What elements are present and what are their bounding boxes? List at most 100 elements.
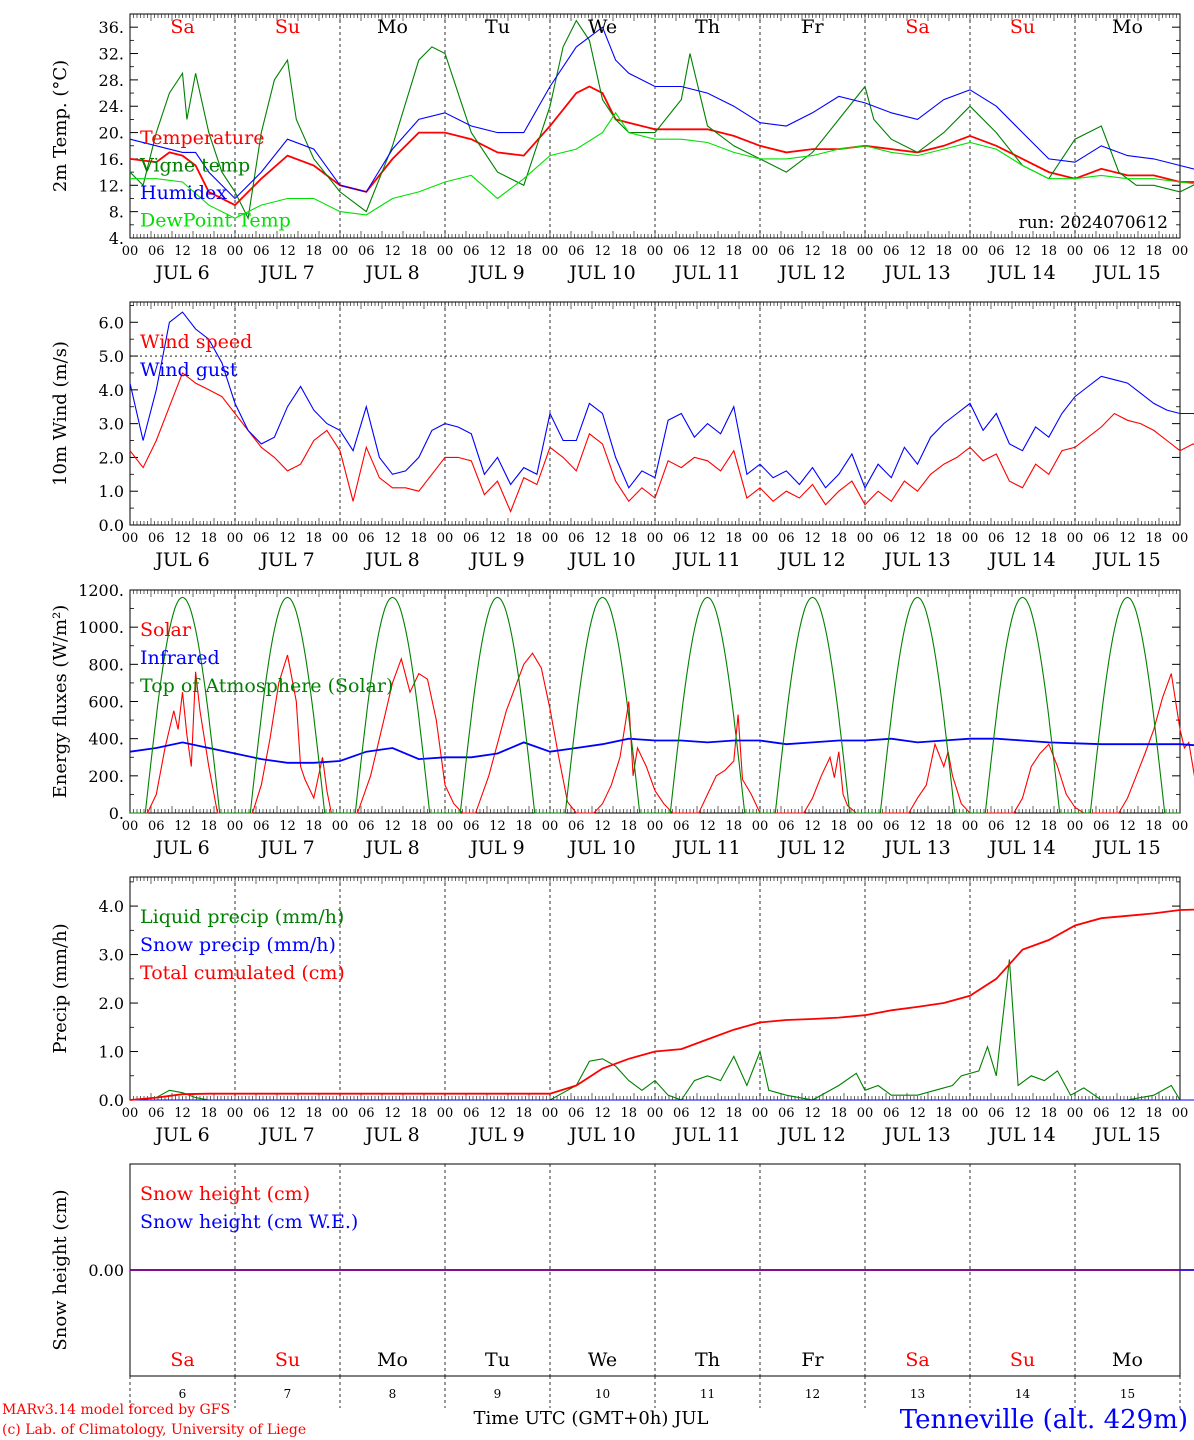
hour-tick-label: 00 [752,819,769,834]
weekday-label: Fr [801,16,824,38]
legend-entry: Wind speed [140,331,252,353]
hour-tick-label: 00 [752,1106,769,1121]
y-axis-label: 10m Wind (m/s) [50,341,71,486]
hour-tick-label: 06 [568,244,585,259]
hour-tick-label: 12 [384,1106,401,1121]
hour-tick-label: 18 [305,1106,322,1121]
legend-entry: Temperature [140,127,264,149]
day-number-label: 14 [1015,1387,1031,1401]
hour-tick-label: 12 [174,531,191,546]
hour-tick-label: 18 [830,531,847,546]
hour-tick-label: 12 [174,244,191,259]
hour-tick-label: 06 [1093,244,1110,259]
series-line [129,372,1194,513]
hour-tick-label: 18 [935,244,952,259]
hour-tick-label: 06 [358,819,375,834]
weekday-label: Th [695,16,720,38]
hour-tick-label: 12 [699,244,716,259]
day-number-label: 15 [1120,1387,1135,1401]
hour-tick-label: 12 [1119,531,1136,546]
hour-tick-label: 06 [988,819,1005,834]
legend-entry: Infrared [140,647,220,669]
hour-tick-label: 12 [384,819,401,834]
hour-tick-label: 12 [594,819,611,834]
hour-tick-label: 00 [1067,1106,1084,1121]
hour-tick-label: 12 [489,819,506,834]
hour-tick-label: 12 [909,531,926,546]
date-label: JUL 8 [363,262,419,284]
hour-tick-label: 06 [673,531,690,546]
weekday-label: Sa [170,1349,194,1371]
hour-tick-label: 00 [1172,819,1189,834]
panel-temp: 4. 8. 12. 16. 20. 24. 28. 32. 36. 2m Temp. (°C) Te… [50,13,1194,284]
hour-tick-label: 18 [200,531,217,546]
hour-tick-label: 00 [122,244,139,259]
hour-tick-label: 12 [1119,1106,1136,1121]
y-tick-label: 0.0 [99,516,124,535]
hour-tick-label: 18 [935,1106,952,1121]
date-label: JUL 14 [987,837,1055,859]
hour-tick-label: 18 [515,819,532,834]
hour-tick-label: 12 [909,1106,926,1121]
hour-tick-label: 06 [253,1106,270,1121]
hour-tick-label: 00 [857,1106,874,1121]
date-label: JUL 10 [567,1124,635,1146]
hour-tick-label: 12 [699,531,716,546]
hour-tick-label: 06 [673,244,690,259]
hour-tick-label: 18 [410,531,427,546]
plot-frame [129,13,1181,239]
series-line [130,596,1180,814]
hour-tick-label: 12 [384,244,401,259]
date-label: JUL 12 [777,837,845,859]
hour-tick-label: 00 [962,819,979,834]
date-label: JUL 15 [1092,837,1160,859]
hour-tick-label: 00 [647,244,664,259]
panel-precip: 0.0 1.0 2.0 3.0 4.0 Precip (mm/h) Liquid preci… [50,876,1194,1146]
hour-tick-label: 12 [384,531,401,546]
hour-tick-label: 00 [857,531,874,546]
day-number-label: 11 [700,1387,715,1401]
hour-tick-label: 06 [148,1106,165,1121]
date-label: JUL 6 [153,262,209,284]
hour-tick-label: 06 [988,1106,1005,1121]
hour-tick-label: 18 [830,244,847,259]
hour-tick-label: 06 [568,819,585,834]
hour-tick-label: 12 [489,244,506,259]
y-tick-label: 32. [99,45,124,64]
hour-tick-label: 00 [1172,244,1189,259]
date-label: JUL 9 [468,837,524,859]
hour-tick-label: 00 [752,244,769,259]
series-line [129,959,1194,1101]
series-line [129,737,1194,764]
hour-tick-label: 18 [935,819,952,834]
hour-tick-label: 18 [1145,244,1162,259]
day-number-label: 12 [805,1387,820,1401]
x-axis-title: Time UTC (GMT+0h) JUL [474,1408,709,1429]
footer-credit-line: (c) Lab. of Climatology, University of L… [2,1422,306,1438]
date-label: JUL 7 [258,1124,314,1146]
hour-tick-label: 06 [253,819,270,834]
hour-tick-label: 12 [804,819,821,834]
legend-entry: Humidex [140,182,227,204]
hour-tick-label: 00 [227,1106,244,1121]
hour-tick-label: 18 [515,1106,532,1121]
date-label: JUL 7 [258,262,314,284]
y-tick-label: 12. [99,176,124,195]
day-number-label: 8 [389,1387,397,1401]
hour-tick-label: 18 [1040,244,1057,259]
date-label: JUL 7 [258,549,314,571]
y-tick-label: 3.0 [99,415,124,434]
legend-entry: Snow height (cm) [140,1183,310,1205]
y-axis-label: Precip (mm/h) [50,923,71,1053]
hour-tick-label: 00 [857,244,874,259]
hour-tick-label: 12 [594,531,611,546]
hour-tick-label: 06 [883,531,900,546]
hour-tick-label: 06 [1093,819,1110,834]
weekday-label: Su [275,16,300,38]
weekday-label: Mo [1112,16,1143,38]
y-tick-label: 6.0 [99,313,124,332]
hour-tick-label: 06 [463,244,480,259]
weekday-label: Su [1010,16,1035,38]
date-label: JUL 12 [777,1124,845,1146]
date-label: JUL 14 [987,262,1055,284]
